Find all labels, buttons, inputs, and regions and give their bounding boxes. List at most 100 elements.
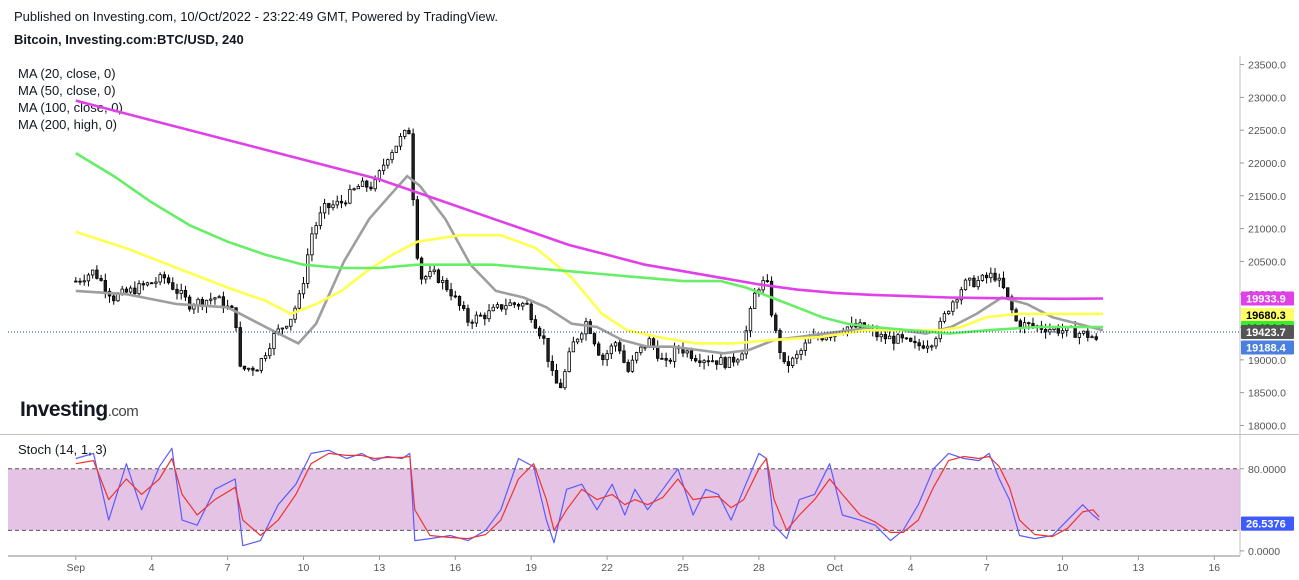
candle-body-up	[495, 304, 500, 308]
candle	[483, 312, 487, 326]
candle-body-up	[474, 314, 479, 324]
candle-body-down	[917, 342, 921, 347]
candle	[959, 286, 963, 305]
legend-ma200[interactable]: MA (200, high, 0)	[18, 117, 117, 132]
candle-body-down	[74, 280, 78, 283]
candle	[795, 350, 799, 365]
candle	[955, 298, 959, 309]
candle-body-down	[786, 361, 791, 366]
candle-body-up	[630, 359, 635, 372]
candle-body-up	[710, 360, 715, 363]
candle	[972, 275, 976, 288]
candle-body-up	[145, 282, 150, 286]
candle	[554, 363, 559, 384]
candle-body-down	[689, 350, 694, 359]
candle-body-down	[533, 319, 538, 329]
candle	[230, 304, 234, 309]
candle-body-up	[491, 306, 495, 312]
candle	[685, 348, 689, 358]
candle	[331, 200, 335, 211]
candle	[154, 277, 158, 288]
candle-body-down	[327, 203, 331, 209]
candle	[238, 321, 242, 368]
candle	[710, 354, 715, 363]
candle-body-down	[171, 282, 175, 290]
candle	[141, 280, 145, 291]
candle	[609, 343, 613, 360]
candle-body-down	[445, 279, 449, 291]
candle	[563, 368, 567, 390]
candle-body-up	[213, 297, 217, 300]
stoch-y-tick-label: 0.0000	[1248, 546, 1280, 558]
candle-body-up	[790, 357, 795, 366]
candle-body-up	[1090, 336, 1094, 339]
candle	[900, 332, 904, 343]
candle	[112, 292, 116, 305]
candle	[660, 352, 664, 360]
candle-body-down	[892, 335, 896, 344]
candle	[727, 356, 732, 368]
candle-body-down	[162, 274, 167, 279]
candle	[263, 352, 268, 362]
candle-body-up	[432, 269, 436, 272]
candle-body-up	[91, 269, 95, 276]
candle-body-down	[883, 333, 888, 340]
candle	[259, 357, 263, 374]
candle-body-down	[251, 367, 255, 371]
candle	[78, 277, 82, 286]
candle-body-down	[483, 314, 487, 320]
candle	[407, 127, 411, 135]
candle-body-down	[542, 335, 546, 339]
candle-body-up	[381, 164, 386, 172]
stoch-legend[interactable]: Stoch (14, 1, 3)	[18, 442, 107, 457]
candle	[183, 285, 188, 302]
candle	[251, 366, 255, 376]
legend-ma20[interactable]: MA (20, close, 0)	[18, 66, 116, 81]
candle	[171, 277, 175, 291]
candle	[356, 184, 360, 190]
legend-ma50[interactable]: MA (50, close, 0)	[18, 83, 116, 98]
candle	[980, 274, 985, 282]
candle	[715, 360, 719, 370]
candle-body-up	[116, 293, 120, 302]
candle-body-up	[963, 279, 968, 291]
x-tick-label: 7	[225, 562, 231, 574]
candle	[348, 184, 352, 205]
candle-body-down	[601, 354, 605, 361]
candle-body-up	[563, 371, 567, 389]
candle	[327, 202, 331, 215]
candle-body-down	[550, 361, 554, 371]
candle-body-up	[356, 186, 360, 190]
candle-body-down	[449, 289, 453, 297]
candle-body-up	[158, 274, 162, 283]
candle	[221, 291, 226, 313]
candle	[415, 195, 420, 261]
y-tick-label: 19000.0	[1248, 355, 1286, 367]
candle-body-up	[976, 280, 980, 288]
candle	[790, 356, 795, 369]
x-tick-label: 4	[908, 562, 914, 574]
candle-body-down	[984, 274, 989, 279]
candle	[968, 277, 972, 287]
candle	[487, 304, 491, 322]
legend-ma100[interactable]: MA (100, close, 0)	[18, 100, 123, 115]
candle	[322, 198, 327, 219]
candle	[82, 274, 86, 286]
candle	[571, 336, 576, 353]
candle	[634, 351, 639, 364]
candle	[398, 133, 403, 151]
y-tick-label: 23500.0	[1248, 60, 1286, 72]
candle	[453, 290, 457, 299]
candle	[310, 226, 314, 262]
candle	[803, 336, 807, 356]
candle-body-up	[86, 274, 91, 282]
candle-body-up	[925, 345, 930, 349]
candle-body-down	[554, 370, 559, 384]
candle-body-down	[693, 358, 698, 362]
candle	[86, 272, 91, 287]
candle	[584, 317, 588, 341]
candle	[293, 305, 297, 324]
candle-body-up	[613, 342, 618, 347]
candle	[550, 355, 554, 376]
